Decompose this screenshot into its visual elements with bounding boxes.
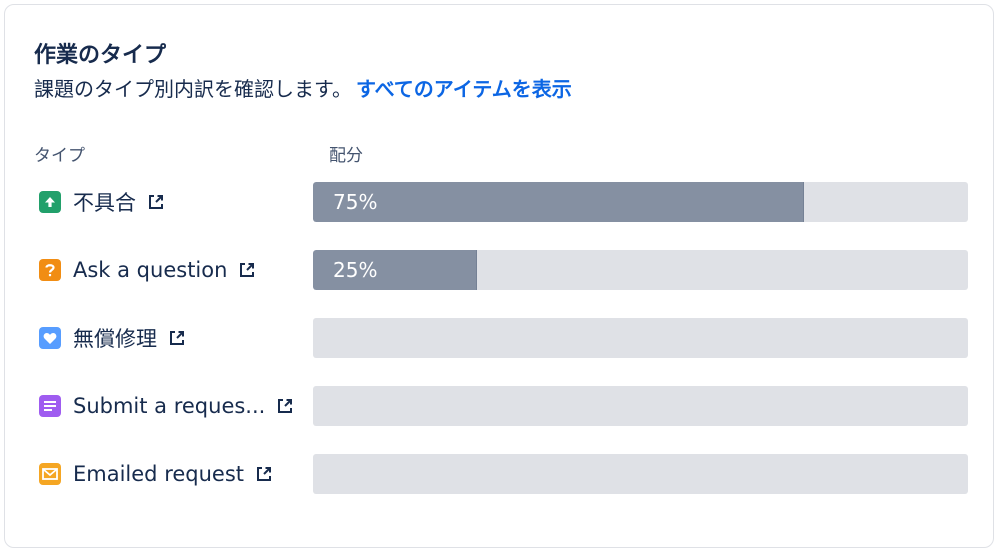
heart-icon [39, 327, 61, 349]
question-icon [39, 259, 61, 281]
type-name: 不具合 [73, 191, 136, 215]
work-type-card: 作業のタイプ 課題のタイプ別内訳を確認します。 すべてのアイテムを表示 タイプ 配… [4, 4, 994, 548]
external-link-icon [275, 396, 295, 416]
type-name: Submit a reques... [73, 394, 266, 418]
table-row: Submit a reques... [5, 386, 995, 426]
distribution-bar: 75% [313, 182, 968, 222]
distribution-percent: 75% [333, 190, 378, 214]
type-link-emailed-request[interactable]: Emailed request [39, 454, 274, 494]
distribution-bar [313, 386, 968, 426]
distribution-bar-fill [313, 250, 477, 290]
column-header-distribution: 配分 [329, 146, 363, 166]
distribution-bar [313, 454, 968, 494]
external-link-icon [254, 464, 274, 484]
external-link-icon [146, 192, 166, 212]
type-link-ask-a-question[interactable]: Ask a question [39, 250, 257, 290]
distribution-bar-fill [313, 182, 805, 222]
arrow-up-icon [39, 191, 61, 213]
table-row: Emailed request [5, 454, 995, 494]
type-link-free-repair[interactable]: 無償修理 [39, 318, 187, 358]
distribution-bar [313, 318, 968, 358]
card-title: 作業のタイプ [34, 43, 167, 68]
mail-icon [39, 463, 61, 485]
table-row: Ask a question 25% [5, 250, 995, 290]
card-subtitle: 課題のタイプ別内訳を確認します。 すべてのアイテムを表示 [34, 73, 572, 102]
table-row: 無償修理 [5, 318, 995, 358]
column-header-type: タイプ [34, 146, 85, 166]
table-row: 不具合 75% [5, 182, 995, 222]
view-all-items-link[interactable]: すべてのアイテムを表示 [356, 77, 572, 101]
type-link-submit-a-request[interactable]: Submit a reques... [39, 386, 295, 426]
distribution-percent: 25% [333, 258, 378, 282]
type-link-bug[interactable]: 不具合 [39, 182, 166, 222]
type-name: Emailed request [73, 462, 245, 486]
subtitle-text: 課題のタイプ別内訳を確認します。 [34, 77, 352, 101]
type-name: Ask a question [73, 258, 228, 282]
external-link-icon [237, 260, 257, 280]
distribution-bar: 25% [313, 250, 968, 290]
external-link-icon [167, 328, 187, 348]
type-name: 無償修理 [73, 327, 157, 351]
document-icon [39, 395, 61, 417]
